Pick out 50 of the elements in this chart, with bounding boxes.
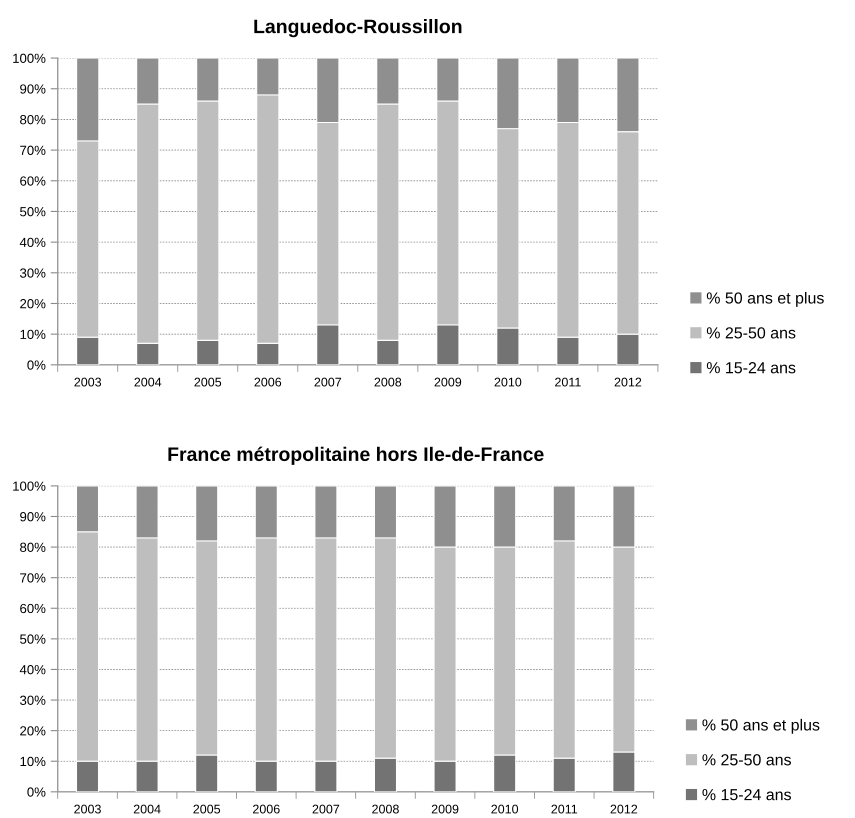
x-tick-label: 2007 [312, 804, 340, 814]
x-tick-label: 2010 [491, 804, 518, 814]
x-tick-label: 2010 [494, 378, 522, 387]
y-tick-label: 70% [20, 146, 46, 156]
y-tick-label: 70% [20, 573, 46, 583]
x-tick-label: 2009 [432, 804, 458, 814]
y-tick-label: 20% [20, 299, 46, 308]
chart-title: France métropolitaine hors Ile-de-France [168, 446, 544, 465]
x-tick-label: 2011 [551, 804, 578, 814]
legend-label: % 25-50 ans [702, 754, 791, 766]
x-tick-label: 2004 [134, 804, 161, 814]
x-tick-label: 2009 [434, 378, 462, 387]
legend-label: % 15-24 ans [706, 362, 796, 374]
x-tick-label: 2003 [74, 804, 101, 814]
x-tick-label: 2008 [372, 804, 399, 814]
y-tick-label: 0% [27, 787, 46, 797]
y-tick-label: 20% [20, 726, 46, 736]
y-tick-label: 50% [20, 634, 46, 644]
legend-label: % 50 ans et plus [702, 718, 820, 734]
y-tick-label: 40% [20, 238, 46, 248]
x-tick-label: 2011 [555, 378, 581, 387]
y-tick-label: 50% [20, 207, 46, 216]
y-tick-label: 100% [13, 481, 46, 491]
x-tick-label: 2012 [610, 804, 638, 814]
x-tick-label: 2012 [614, 378, 642, 387]
x-tick-label: 2007 [314, 378, 342, 387]
legend-label: % 50 ans et plus [706, 292, 824, 307]
y-tick-label: 60% [20, 604, 46, 614]
y-tick-label: 40% [20, 665, 46, 674]
x-tick-label: 2004 [134, 378, 162, 387]
y-tick-label: 60% [20, 176, 46, 186]
legend-label: % 25-50 ans [706, 327, 796, 339]
y-tick-label: 80% [20, 114, 46, 124]
y-tick-label: 80% [20, 542, 46, 552]
y-tick-label: 30% [20, 268, 46, 278]
chart-title: Languedoc-Roussillon [254, 18, 462, 38]
x-tick-label: 2006 [253, 804, 280, 814]
x-tick-label: 2003 [74, 378, 102, 387]
y-tick-label: 90% [20, 84, 46, 94]
x-tick-label: 2008 [374, 378, 402, 387]
y-tick-label: 30% [20, 696, 46, 705]
legend-label: % 15-24 ans [702, 788, 791, 800]
y-tick-label: 10% [20, 330, 46, 340]
x-tick-label: 2005 [194, 378, 222, 387]
y-tick-label: 90% [20, 512, 46, 522]
y-tick-label: 100% [13, 54, 46, 63]
x-tick-label: 2006 [254, 378, 282, 387]
y-tick-label: 0% [27, 360, 46, 370]
y-tick-label: 10% [20, 756, 46, 766]
x-tick-label: 2005 [193, 804, 220, 814]
